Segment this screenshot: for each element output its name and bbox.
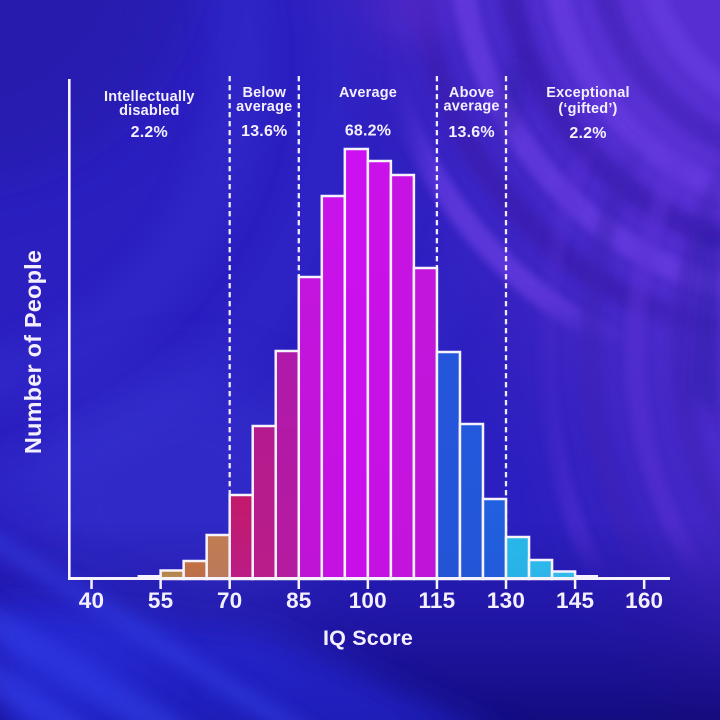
svg-text:70: 70 xyxy=(217,588,242,613)
svg-text:13.6%: 13.6% xyxy=(241,123,287,140)
svg-text:Average: Average xyxy=(339,85,397,101)
svg-text:100: 100 xyxy=(349,588,387,613)
svg-text:Number of People: Number of People xyxy=(20,250,46,454)
svg-text:IQ Score: IQ Score xyxy=(323,626,413,650)
svg-text:average: average xyxy=(443,99,499,115)
svg-text:Exceptional: Exceptional xyxy=(546,85,630,101)
svg-text:(‘gifted’): (‘gifted’) xyxy=(558,101,617,117)
svg-text:13.6%: 13.6% xyxy=(448,124,494,141)
svg-text:160: 160 xyxy=(625,588,663,613)
svg-text:40: 40 xyxy=(79,588,104,613)
svg-text:145: 145 xyxy=(556,588,594,613)
svg-text:average: average xyxy=(236,99,292,115)
svg-text:Intellectually: Intellectually xyxy=(104,89,195,105)
svg-text:85: 85 xyxy=(286,588,311,613)
svg-text:Below: Below xyxy=(242,85,286,101)
svg-text:2.2%: 2.2% xyxy=(569,125,606,142)
svg-text:115: 115 xyxy=(418,588,455,613)
svg-text:disabled: disabled xyxy=(119,103,179,119)
svg-text:55: 55 xyxy=(148,588,173,613)
svg-text:Above: Above xyxy=(449,85,494,101)
svg-text:130: 130 xyxy=(487,588,525,613)
svg-text:2.2%: 2.2% xyxy=(131,124,168,141)
svg-text:68.2%: 68.2% xyxy=(345,123,391,140)
